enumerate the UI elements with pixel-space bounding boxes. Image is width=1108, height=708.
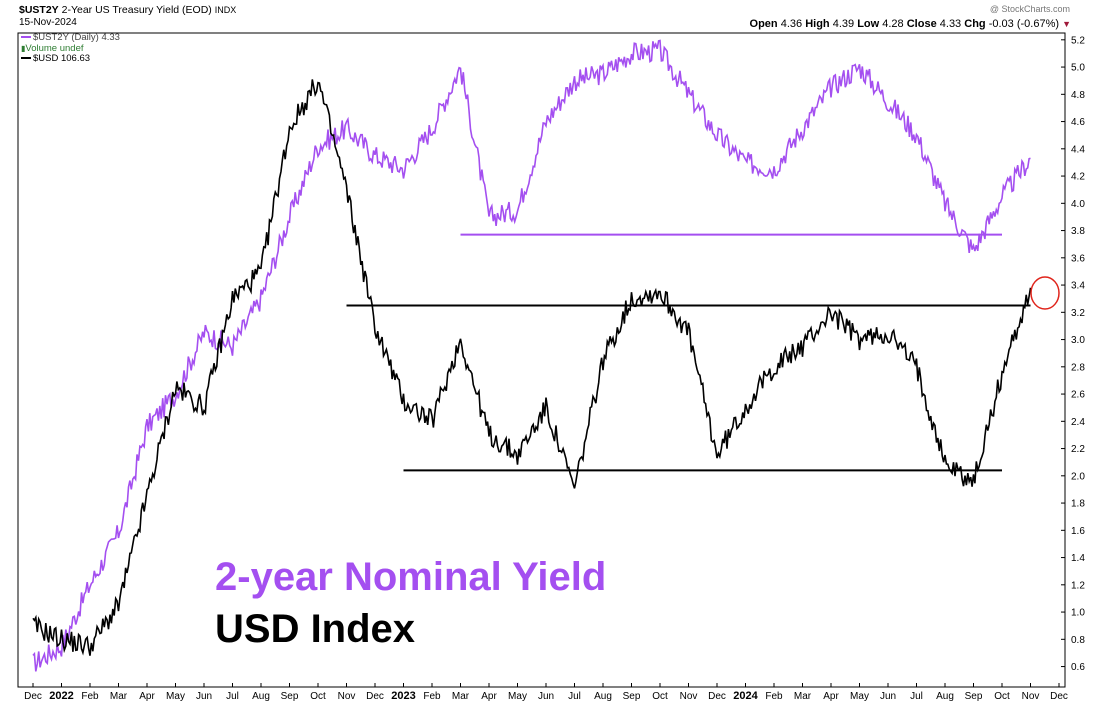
x-tick-label: Jun [880,691,896,702]
low-value: 4.28 [882,18,904,30]
x-tick-label: Mar [110,691,128,702]
y-tick-label: 2.8 [1071,362,1085,373]
y-tick-label: 4.8 [1071,90,1085,101]
yield-annotation: 2-year Nominal Yield [215,555,607,599]
x-tick-label: Jul [226,691,239,702]
breakout-circle [1030,276,1060,310]
x-tick-label: Sep [623,691,641,702]
yield-series-line [32,39,1031,672]
x-tick-label: Nov [338,691,356,702]
x-tick-label: Oct [652,691,668,702]
x-tick-label: Feb [81,691,99,702]
x-tick-label: Aug [252,691,270,702]
volume-bars-icon: ▮ [21,43,26,53]
y-tick-label: 5.0 [1071,63,1085,74]
y-tick-label: 0.6 [1071,662,1085,673]
y-tick-label: 1.2 [1071,580,1085,591]
y-tick-label: 4.2 [1071,172,1085,183]
legend: $UST2Y (Daily) 4.33 ▮Volume undef $USD 1… [21,32,120,65]
x-tick-label: Dec [1050,691,1068,702]
trend-lines [346,233,1031,472]
legend-usd-text: $USD 106.63 [33,53,91,64]
chart-title: $UST2Y 2-Year US Treasury Yield (EOD) IN… [19,4,236,16]
x-tick-label: 2022 [49,690,73,702]
ohlc-readout: Open 4.36 High 4.39 Low 4.28 Close 4.33 … [750,18,1071,30]
close-label: Close [906,18,937,30]
x-axis: Dec 2022 Feb Mar Apr May Jun Jul Aug Sep Oct Nov Dec… [24,683,1068,702]
x-tick-label: Nov [1022,691,1040,702]
plot-frame [17,32,1066,688]
usd-annotation: USD Index [215,607,416,651]
close-value: 4.33 [939,18,962,30]
x-tick-label: May [850,691,869,702]
x-tick-label: Dec [366,691,384,702]
watermark: @ StockCharts.com [989,4,1070,14]
x-tick-label: Dec [708,691,726,702]
x-tick-label: Aug [936,691,954,702]
open-label: Open [749,18,778,30]
y-tick-label: 3.2 [1071,308,1085,319]
x-tick-label: Feb [423,691,441,702]
x-tick-label: Jul [568,691,581,702]
y-axis: 0.6 0.8 1.0 1.2 1.4 1.6 1.8 2.0 2.2 2.4 2.6 2.8 3.0 3… [1061,35,1085,673]
y-tick-label: 3.8 [1071,226,1085,237]
chart-date: 15-Nov-2024 [19,17,77,28]
x-tick-label: Mar [794,691,812,702]
y-tick-label: 3.0 [1071,335,1085,346]
legend-yield-text: $UST2Y (Daily) 4.33 [33,32,120,43]
legend-usd: $USD 106.63 [21,53,120,65]
y-tick-label: 1.0 [1071,608,1085,619]
x-tick-label: 2024 [733,690,758,702]
x-tick-label: Sep [281,691,299,702]
down-arrow-icon: ▼ [1062,19,1071,29]
y-tick-label: 4.0 [1071,199,1085,210]
low-label: Low [857,18,880,30]
x-tick-label: Apr [139,691,155,702]
x-tick-label: Jul [910,691,923,702]
x-tick-label: Nov [680,691,698,702]
y-tick-label: 1.6 [1071,526,1085,537]
x-tick-label: Apr [481,691,497,702]
usd-series-line [32,79,1032,656]
x-tick-label: Sep [965,691,983,702]
y-tick-label: 4.6 [1071,117,1085,128]
x-tick-label: May [508,691,527,702]
open-value: 4.36 [780,18,803,30]
y-tick-label: 4.4 [1071,144,1085,155]
legend-volume: ▮Volume undef [21,42,120,55]
yield-swatch-icon [21,36,31,39]
y-tick-label: 3.4 [1071,281,1085,292]
legend-volume-text: Volume undef [25,42,84,54]
y-tick-label: 2.4 [1071,417,1085,428]
x-tick-label: Oct [310,691,326,702]
x-tick-label: May [166,691,185,702]
symbol: $UST2Y [19,4,59,16]
y-tick-label: 5.2 [1071,35,1085,46]
y-tick-label: 1.8 [1071,499,1085,510]
chg-label: Chg [964,18,986,30]
y-tick-label: 3.6 [1071,253,1085,264]
x-tick-label: Jun [538,691,554,702]
y-tick-label: 1.4 [1071,553,1085,564]
y-tick-label: 2.0 [1071,471,1085,482]
x-tick-label: Jun [196,691,212,702]
legend-yield: $UST2Y (Daily) 4.33 [21,32,120,44]
x-tick-label: Apr [823,691,839,702]
y-tick-label: 2.6 [1071,390,1085,401]
high-label: High [805,18,830,30]
x-tick-label: Aug [594,691,612,702]
x-tick-label: 2023 [391,690,415,702]
x-tick-label: Feb [765,691,783,702]
x-tick-label: Oct [994,691,1010,702]
exchange: INDX [214,5,237,15]
y-tick-label: 0.8 [1071,635,1085,646]
chg-value: -0.03 (-0.67%) [988,18,1060,30]
x-tick-label: Mar [452,691,470,702]
symbol-name: 2-Year US Treasury Yield (EOD) [61,4,212,16]
usd-swatch-icon [21,57,31,60]
y-tick-label: 2.2 [1071,444,1085,455]
high-value: 4.39 [832,18,855,30]
x-tick-label: Dec [24,691,42,702]
